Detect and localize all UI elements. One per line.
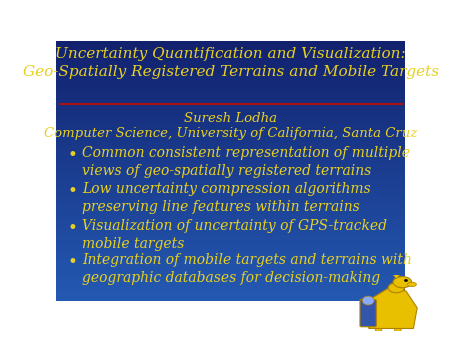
Text: Common consistent representation of multiple
views of geo-spatially registered t: Common consistent representation of mult… — [82, 146, 410, 178]
Text: Low uncertainty compression algorithms
preserving line features within terrains: Low uncertainty compression algorithms p… — [82, 183, 371, 214]
Polygon shape — [374, 324, 383, 331]
FancyBboxPatch shape — [360, 299, 376, 327]
Text: Suresh Lodha: Suresh Lodha — [184, 112, 277, 125]
Ellipse shape — [388, 283, 405, 293]
Circle shape — [362, 296, 374, 305]
Text: Uncertainty Quantification and Visualization:
Geo-Spatially Registered Terrains : Uncertainty Quantification and Visualiza… — [22, 47, 439, 79]
Text: •: • — [67, 253, 77, 271]
Text: Integration of mobile targets and terrains with
geographic databases for decisio: Integration of mobile targets and terrai… — [82, 253, 412, 285]
Text: •: • — [67, 183, 77, 200]
Ellipse shape — [393, 276, 412, 288]
Polygon shape — [393, 274, 400, 279]
Text: •: • — [67, 146, 77, 164]
Text: Computer Science, University of California, Santa Cruz: Computer Science, University of Californ… — [44, 127, 417, 140]
Circle shape — [404, 279, 408, 282]
Text: •: • — [67, 219, 77, 237]
Ellipse shape — [408, 282, 416, 287]
Polygon shape — [393, 324, 402, 331]
Text: Visualization of uncertainty of GPS-tracked
mobile targets: Visualization of uncertainty of GPS-trac… — [82, 219, 387, 251]
Polygon shape — [365, 288, 417, 329]
